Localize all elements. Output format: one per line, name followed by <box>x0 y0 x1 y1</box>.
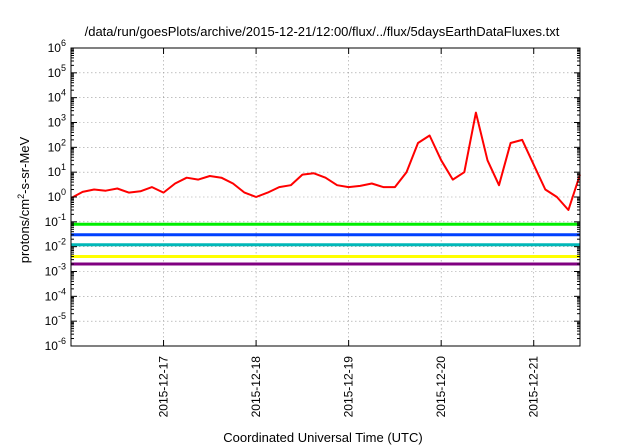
y-tick-label: 101 <box>48 162 66 179</box>
x-tick-label: 2015-12-17 <box>157 356 171 418</box>
y-tick-label: 105 <box>48 63 66 80</box>
y-axis-label: protons/cm2-s-sr-MeV <box>16 136 32 263</box>
x-tick-label: 2015-12-19 <box>342 356 356 418</box>
y-tick-label: 10-5 <box>45 311 66 328</box>
y-tick-label: 102 <box>48 137 66 154</box>
series-layer <box>70 111 581 266</box>
y-tick-label: 10-2 <box>45 237 66 254</box>
y-tick-label: 100 <box>48 187 66 204</box>
y-axis-label-prefix: protons/cm <box>17 199 32 263</box>
x-tick-label: 2015-12-21 <box>527 356 541 418</box>
x-tick-label: 2015-12-18 <box>249 356 263 418</box>
y-tick-label: 10-4 <box>45 286 66 303</box>
series-line-1 <box>70 111 581 211</box>
grid <box>71 48 580 346</box>
ticks <box>71 47 580 347</box>
y-tick-label: 104 <box>48 88 66 105</box>
x-tick-label: 2015-12-20 <box>434 356 448 418</box>
y-tick-label: 10-6 <box>45 336 66 353</box>
chart-title: /data/run/goesPlots/archive/2015-12-21/1… <box>85 24 560 39</box>
y-tick-labels: 10-6 10-5 10-4 10-3 10-2 10-1 100 101 102 103 104 1… <box>45 38 66 353</box>
y-tick-label: 106 <box>48 38 66 55</box>
x-axis-label: Coordinated Universal Time (UTC) <box>223 430 422 445</box>
y-tick-label: 10-1 <box>45 212 66 229</box>
y-tick-label: 103 <box>48 113 66 130</box>
y-axis-label-superscript: 2 <box>16 194 26 199</box>
y-tick-label: 10-3 <box>45 262 66 279</box>
y-axis-label-suffix: -s-sr-MeV <box>17 136 32 193</box>
x-tick-labels: 2015-12-17 2015-12-18 2015-12-19 2015-12-20… <box>157 356 541 418</box>
